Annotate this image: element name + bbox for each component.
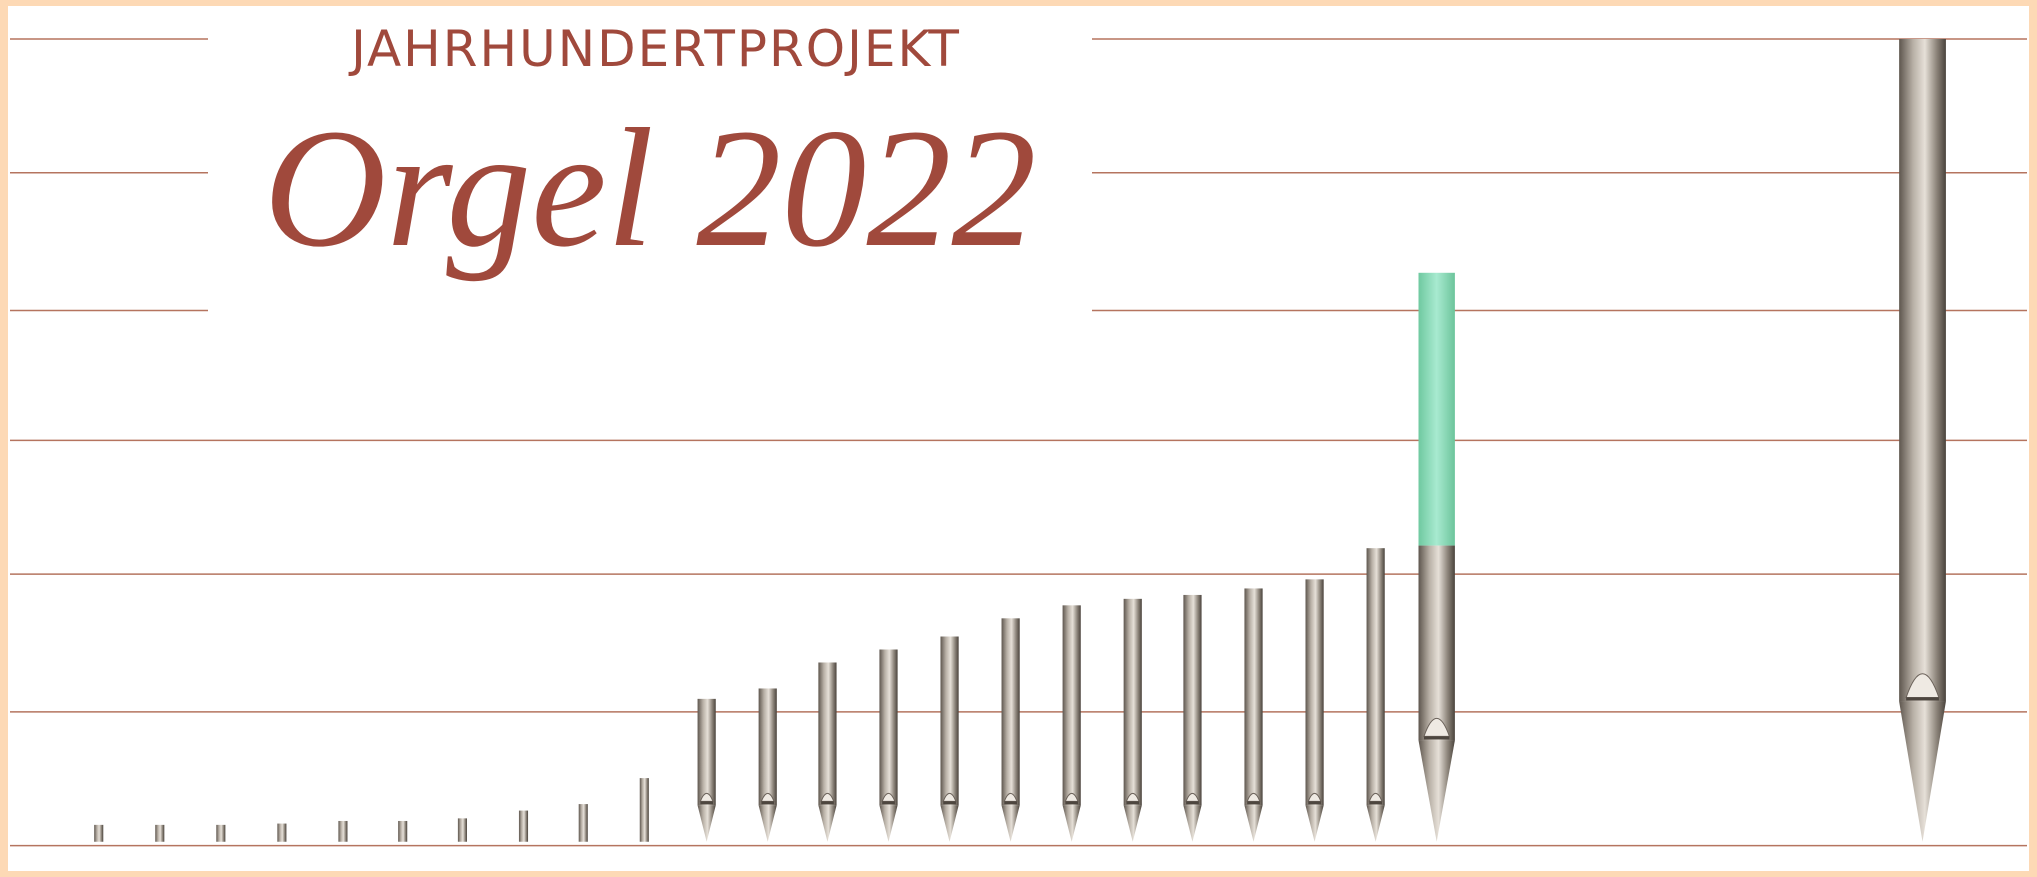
pipe-lip (1906, 697, 1939, 700)
pipe (1124, 599, 1142, 842)
pipe (940, 637, 958, 842)
small-pipe (458, 818, 467, 841)
pipe-body (1367, 548, 1385, 805)
pipe-lip (1065, 801, 1078, 804)
pipe-body (1899, 39, 1946, 701)
small-pipe (155, 825, 164, 842)
pipe-body (940, 637, 958, 806)
small-pipe (94, 825, 103, 842)
pipe-body (1244, 588, 1262, 805)
pipe (1063, 605, 1081, 841)
title: Orgel 2022 (264, 94, 1037, 282)
kicker: JAHRHUNDERTPROJEKT (348, 20, 961, 78)
pipe-goal (1419, 273, 1455, 546)
small-pipe (398, 821, 407, 842)
pipe-lip (1424, 736, 1449, 739)
pipe-body (879, 650, 897, 806)
small-pipe (640, 778, 649, 842)
pipe-lip (1186, 801, 1199, 804)
pipe-body (1124, 599, 1142, 806)
pipe-lip (700, 801, 713, 804)
pipe (1367, 548, 1385, 842)
current-pipe (1419, 273, 1455, 842)
pipe (879, 650, 897, 842)
small-pipe (338, 821, 347, 842)
page: JAHRHUNDERTPROJEKT Orgel 2022 (() => { c… (0, 0, 2037, 877)
pipe-lip (1247, 801, 1260, 804)
pipe-body (1419, 546, 1455, 741)
pipe-lip (1308, 801, 1321, 804)
small-pipe (519, 811, 528, 842)
pipe-lip (1126, 801, 1139, 804)
organ-progress-board: JAHRHUNDERTPROJEKT Orgel 2022 (0, 0, 2037, 877)
pipe-lip (761, 801, 774, 804)
target-pipe (1899, 39, 1946, 842)
pipe (1305, 579, 1323, 841)
pipe-lip (821, 801, 834, 804)
pipe-body (1063, 605, 1081, 805)
pipe-body (818, 662, 836, 805)
pipe-lip (1369, 801, 1382, 804)
small-pipe (216, 825, 225, 842)
pipe-body (1002, 618, 1020, 805)
pipe-body (1183, 595, 1201, 805)
pipe (1183, 595, 1201, 842)
pipe-body (759, 688, 777, 805)
pipe-lip (1004, 801, 1017, 804)
pipe-body (1305, 579, 1323, 805)
small-pipe (579, 804, 588, 842)
pipe (818, 662, 836, 841)
pipe-lip (943, 801, 956, 804)
pipe-body (698, 699, 716, 806)
pipe (1244, 588, 1262, 841)
pipe (1002, 618, 1020, 841)
small-pipe (277, 824, 286, 842)
pipe-lip (882, 801, 895, 804)
